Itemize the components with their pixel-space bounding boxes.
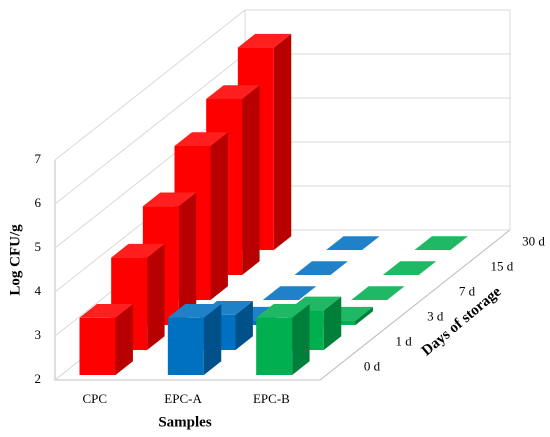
bar-top bbox=[414, 236, 468, 250]
bar-top bbox=[237, 33, 292, 48]
z-tick-label: 1 d bbox=[396, 333, 413, 348]
bar bbox=[382, 261, 437, 275]
x-axis-title: Samples bbox=[158, 414, 212, 430]
bar bbox=[351, 286, 405, 300]
y-axis-title: Log CFU/g bbox=[7, 224, 23, 296]
bar-side bbox=[235, 301, 253, 350]
bar-top bbox=[167, 304, 222, 318]
y-tick-label: 2 bbox=[35, 371, 42, 386]
bar-top bbox=[111, 243, 165, 258]
y-tick-label: 7 bbox=[35, 151, 42, 166]
z-tick-label: 3 d bbox=[427, 308, 444, 323]
bar-front bbox=[79, 317, 116, 375]
z-tick-label: 15 d bbox=[491, 258, 514, 273]
bar-side bbox=[355, 306, 373, 325]
bar-top bbox=[256, 304, 310, 318]
right-edge bbox=[319, 229, 511, 381]
y-tick-label: 6 bbox=[35, 195, 42, 210]
bar-top bbox=[351, 286, 405, 300]
bar-front bbox=[167, 317, 204, 375]
bar-top bbox=[326, 236, 380, 250]
bar-side bbox=[242, 85, 260, 275]
bar-side bbox=[115, 304, 133, 375]
bar-side bbox=[147, 243, 165, 350]
y-tick-label: 3 bbox=[35, 327, 42, 342]
bar-side bbox=[273, 33, 292, 250]
bar-top bbox=[294, 261, 348, 275]
z-tick-label: 7 d bbox=[459, 283, 476, 298]
bar-top bbox=[262, 286, 317, 300]
y-tick-label: 4 bbox=[35, 283, 42, 298]
bar-top bbox=[142, 192, 197, 207]
bar bbox=[414, 236, 468, 250]
bar bbox=[326, 236, 380, 250]
bar-top bbox=[79, 304, 133, 318]
z-tick-label: 0 d bbox=[364, 358, 381, 373]
bar-top bbox=[382, 261, 437, 275]
bar bbox=[256, 304, 310, 375]
bar-side bbox=[292, 304, 310, 375]
y-tick-label: 5 bbox=[35, 239, 42, 254]
bar bbox=[79, 304, 133, 375]
x-tick-label: EPC-B bbox=[253, 391, 290, 406]
bar bbox=[262, 286, 317, 300]
x-tick-label: EPC-A bbox=[164, 391, 202, 406]
bar-side bbox=[203, 304, 222, 375]
z-tick-label: 30 d bbox=[522, 233, 545, 248]
bar bbox=[167, 304, 222, 375]
x-tick-label: CPC bbox=[82, 391, 107, 406]
bar bbox=[294, 261, 348, 275]
bar-front bbox=[256, 317, 293, 375]
bar-side bbox=[178, 192, 197, 325]
bar-side bbox=[323, 296, 342, 350]
bar-top bbox=[206, 85, 260, 99]
grid-line bbox=[54, 9, 510, 161]
bar-top bbox=[174, 132, 228, 146]
bar-side bbox=[210, 132, 228, 300]
